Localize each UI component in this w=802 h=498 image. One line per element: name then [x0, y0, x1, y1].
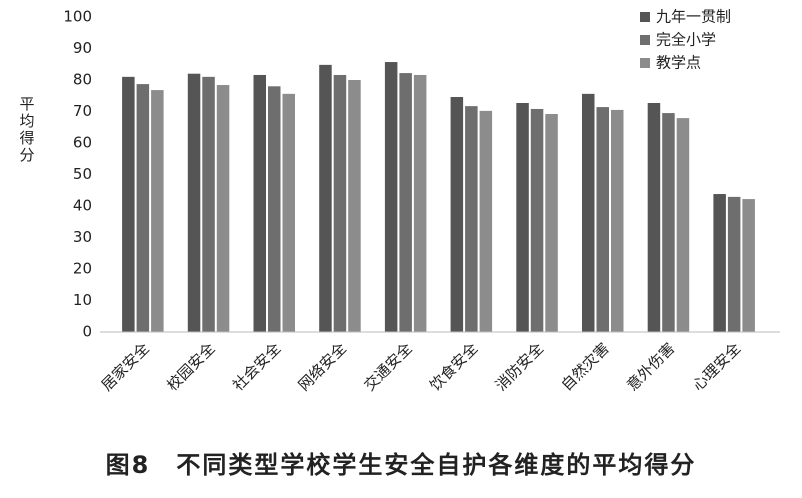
bar	[216, 85, 230, 332]
y-tick-label: 30	[73, 228, 92, 246]
bar	[122, 76, 135, 332]
y-tick-label: 50	[73, 165, 92, 183]
bar	[545, 114, 558, 333]
y-tick-label: 70	[73, 102, 92, 120]
bar	[348, 80, 361, 332]
x-tick-label: 消防安全	[492, 339, 547, 394]
x-tick-label: 网络安全	[295, 339, 350, 394]
legend-swatch	[640, 12, 650, 22]
bar	[596, 107, 609, 332]
x-tick-label: 心理安全	[689, 339, 744, 394]
legend-swatch	[640, 58, 650, 68]
bar	[450, 97, 464, 332]
bar	[333, 74, 347, 333]
y-tick-label: 40	[73, 197, 92, 215]
bar	[187, 73, 201, 332]
bar	[384, 62, 398, 333]
x-tick-label: 居家安全	[98, 339, 153, 394]
bar	[676, 118, 690, 333]
legend-label: 教学点	[656, 54, 701, 72]
bar	[465, 106, 478, 333]
bar	[268, 86, 281, 332]
y-tick-label: 20	[73, 260, 92, 278]
bar	[319, 64, 332, 332]
bar	[202, 76, 215, 332]
y-tick-label: 10	[73, 291, 92, 309]
y-tick-label: 60	[73, 134, 92, 152]
x-tick-label: 校园安全	[163, 339, 218, 394]
legend-label: 完全小学	[656, 31, 716, 49]
bar	[413, 74, 427, 333]
bar	[582, 93, 595, 332]
bar	[662, 113, 675, 332]
y-axis-label: 平均得分	[18, 96, 36, 164]
bar	[399, 73, 412, 332]
bar	[647, 102, 661, 333]
bar	[727, 196, 741, 332]
x-tick-label: 自然灾害	[558, 339, 613, 394]
y-tick-label: 0	[82, 323, 92, 341]
legend-swatch	[640, 35, 650, 45]
legend-label: 九年一贯制	[656, 8, 731, 26]
chart-title: 图8 不同类型学校学生安全自护各维度的平均得分	[106, 451, 697, 479]
bar	[282, 93, 295, 332]
x-tick-label: 交通安全	[360, 339, 415, 394]
x-tick-label: 饮食安全	[426, 339, 481, 394]
bar	[136, 84, 150, 332]
bar	[151, 90, 164, 332]
y-tick-label: 80	[73, 71, 92, 89]
bar	[253, 74, 266, 333]
bar	[479, 110, 493, 333]
x-tick-label: 社会安全	[229, 339, 284, 394]
bar	[713, 194, 726, 332]
x-tick-label: 意外伤害	[623, 339, 678, 394]
y-tick-label: 100	[63, 8, 92, 26]
bar	[611, 109, 624, 332]
bar	[742, 199, 755, 332]
y-tick-label: 90	[73, 39, 92, 57]
bar	[530, 108, 544, 332]
bar	[516, 102, 529, 333]
